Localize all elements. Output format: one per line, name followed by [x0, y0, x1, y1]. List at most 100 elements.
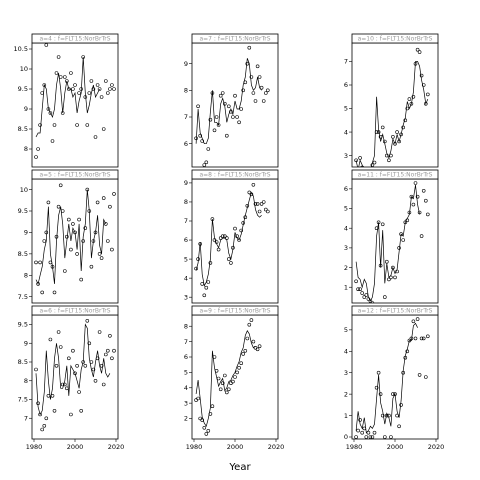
- y-tick-label: 1: [344, 283, 348, 291]
- y-tick-label: 6: [184, 353, 188, 361]
- observed-point: [44, 43, 49, 47]
- observed-point: [218, 387, 223, 392]
- observed-point: [44, 416, 49, 421]
- observed-point: [56, 204, 61, 209]
- y-tick-label: 8.5: [18, 250, 28, 258]
- observed-point: [421, 336, 426, 341]
- observed-point: [421, 189, 426, 193]
- panel-strip: [191, 33, 279, 44]
- observed-point: [251, 183, 256, 187]
- panel-3: a=10 : f=FLT15:NorBrTrS 3 4 5 6 7: [344, 33, 439, 168]
- observed-point: [89, 264, 94, 269]
- observed-point: [405, 218, 410, 223]
- observed-point: [71, 87, 75, 91]
- fitted-series-line: [35, 189, 107, 285]
- observed-point: [417, 50, 422, 54]
- panel-strip: [351, 33, 439, 44]
- panel-frame: [351, 314, 439, 440]
- observed-point: [67, 217, 71, 222]
- y-tick-label: 9: [184, 179, 188, 187]
- fitted-series-line: [195, 58, 262, 145]
- observed-point: [399, 232, 403, 236]
- observed-point: [378, 263, 383, 268]
- observed-point: [50, 264, 55, 269]
- fitted-series-line: [355, 184, 420, 302]
- observed-point: [89, 360, 94, 364]
- observed-point: [389, 275, 393, 280]
- observed-point: [106, 239, 110, 243]
- panel-frame: [31, 42, 119, 168]
- observed-point: [245, 336, 250, 341]
- x-tick-label: 1980: [26, 443, 43, 451]
- observed-point: [99, 95, 104, 99]
- y-tick-label: 9: [184, 60, 188, 68]
- observed-point: [198, 133, 202, 138]
- observed-point: [52, 123, 57, 127]
- observed-point: [354, 158, 358, 163]
- panel-strip-label: a=7 : f=FLT15:NorBrTrS: [199, 36, 270, 43]
- observed-point: [73, 83, 77, 87]
- observed-point: [220, 234, 225, 238]
- observed-point: [108, 204, 112, 209]
- y-tick-label: 3: [344, 369, 348, 377]
- observed-point: [413, 336, 418, 341]
- observed-point: [212, 128, 217, 133]
- observed-point: [220, 91, 225, 95]
- observed-point: [196, 104, 200, 109]
- observed-point: [42, 239, 47, 243]
- observed-point: [212, 238, 217, 242]
- panel-9: a=12 : f=FLT15:NorBrTrS 0 1 2 3 4 5 1980 2000 202…: [344, 305, 444, 451]
- x-tick-label: 2020: [268, 443, 285, 451]
- observed-point: [223, 234, 227, 238]
- observed-point: [208, 412, 213, 416]
- observed-point: [263, 207, 268, 212]
- observed-point: [196, 396, 200, 401]
- observed-point: [382, 139, 387, 144]
- observed-point: [419, 73, 424, 78]
- observed-point: [81, 55, 85, 59]
- y-tick-label: 8.5: [18, 358, 28, 366]
- observed-point: [397, 246, 401, 250]
- panel-strip-label: a=9 : f=FLT15:NorBrTrS: [199, 308, 270, 315]
- observed-point: [235, 234, 239, 238]
- y-tick-label: 9: [24, 229, 28, 237]
- observed-point: [104, 222, 108, 226]
- observed-point: [409, 194, 414, 199]
- observed-point: [194, 136, 198, 141]
- observed-point: [376, 370, 381, 375]
- panel-6: a=11 : f=FLT15:NorBrTrS 1 2 3 4 5 6: [344, 169, 439, 304]
- observed-point: [358, 156, 362, 160]
- observed-point: [401, 370, 406, 375]
- panel-8: a=9 : f=FLT15:NorBrTrS 2 3 4 5 6 7 8 1980 2000 202…: [184, 305, 285, 451]
- observed-point: [374, 226, 379, 230]
- observed-point: [200, 418, 204, 422]
- observed-point: [75, 123, 79, 127]
- panel-frame: [191, 314, 279, 440]
- y-tick-label: 0: [344, 433, 348, 441]
- observed-point: [235, 370, 239, 375]
- y-tick-label: 6: [344, 81, 348, 89]
- observed-point: [214, 115, 219, 119]
- observed-point: [85, 123, 90, 127]
- observed-point: [214, 368, 219, 373]
- observed-point: [38, 412, 42, 417]
- observed-point: [354, 279, 358, 284]
- x-tick-label: 2020: [108, 443, 125, 451]
- observed-point: [393, 142, 397, 146]
- observed-point: [54, 71, 59, 75]
- x-tick-label: 2000: [67, 443, 84, 451]
- y-tick-label: 7: [344, 58, 348, 66]
- y-tick-label: 4: [344, 347, 348, 355]
- observed-point: [85, 318, 90, 323]
- y-tick-label: 9.5: [18, 321, 28, 329]
- observed-point: [378, 135, 383, 139]
- observed-point: [81, 360, 85, 364]
- observed-point: [75, 252, 79, 256]
- y-tick-label: 2: [344, 390, 348, 398]
- observed-point: [50, 393, 55, 398]
- observed-point: [407, 97, 412, 101]
- observed-point: [403, 118, 408, 123]
- observed-point: [60, 382, 65, 387]
- observed-point: [257, 344, 262, 349]
- observed-point: [52, 290, 57, 295]
